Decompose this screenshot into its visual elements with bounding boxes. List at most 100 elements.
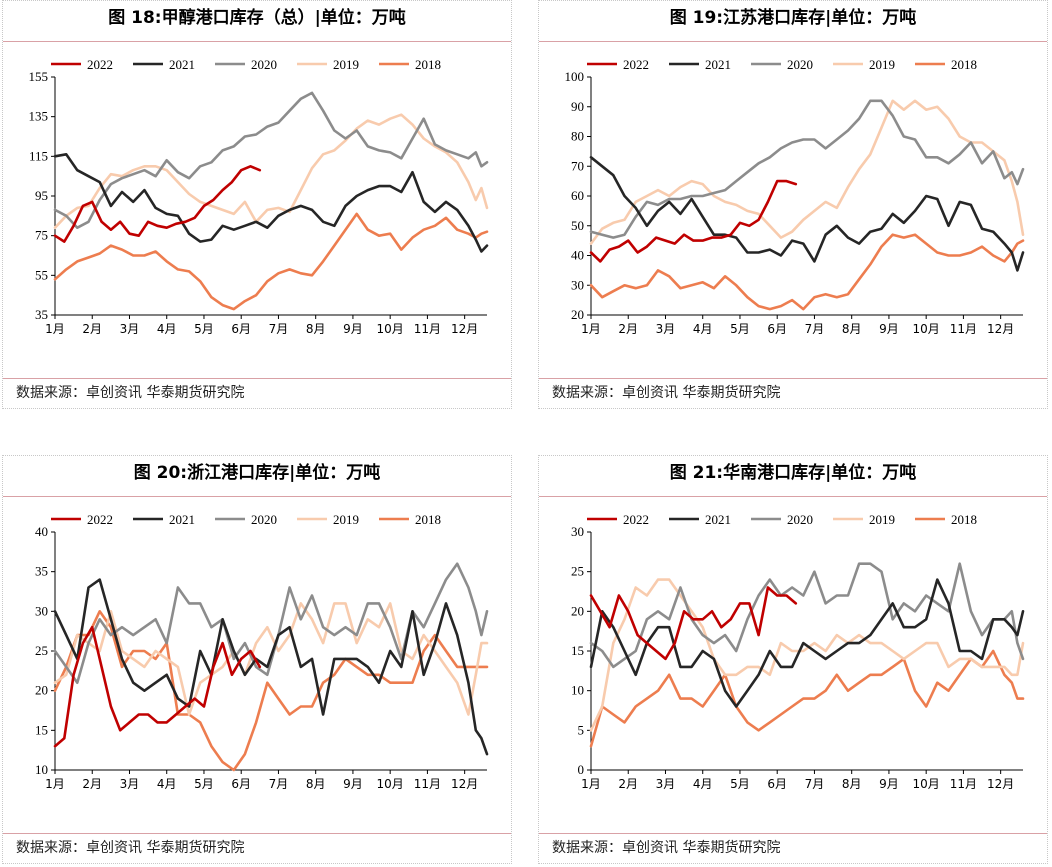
chart-plot: 2022 2021 2020 2019 201810090807060504030201…	[565, 57, 1025, 336]
x-tick-label: 3月	[120, 322, 140, 336]
x-tick-label: 7月	[269, 777, 289, 791]
legend-label-2019: 2019	[333, 57, 359, 72]
source-divider	[3, 833, 511, 834]
x-tick-label: 4月	[157, 322, 177, 336]
y-tick-label: 55	[35, 267, 48, 282]
y-tick-label: 30	[35, 603, 48, 618]
chart-panel-south-china: 图 21:华南港口库存|单位：万吨 2022 2021 2020 2019 2018 30…	[538, 455, 1048, 864]
y-tick-label: 80	[571, 129, 584, 144]
source-note: 数据来源：卓创资讯 华泰期货研究院	[16, 840, 245, 856]
y-tick-label: 15	[571, 643, 584, 658]
series-line-2021	[53, 578, 489, 756]
y-tick-label: 20	[35, 683, 48, 698]
legend-label-2020: 2020	[251, 512, 277, 527]
x-tick-label: 6月	[231, 777, 251, 791]
y-tick-label: 50	[571, 218, 584, 233]
x-tick-label: 1月	[45, 322, 65, 336]
legend-label-2018: 2018	[415, 512, 441, 527]
y-tick-label: 20	[571, 307, 584, 322]
x-tick-label: 6月	[767, 322, 787, 336]
legend-label-2018: 2018	[951, 57, 977, 72]
x-tick-label: 3月	[120, 777, 140, 791]
y-tick-label: 35	[35, 564, 48, 579]
y-tick-label: 20	[571, 603, 584, 618]
legend-label-2019: 2019	[333, 512, 359, 527]
x-tick-label: 2月	[618, 322, 638, 336]
x-tick-label: 1月	[581, 777, 601, 791]
legend-label-2020: 2020	[787, 57, 813, 72]
x-tick-label: 4月	[693, 322, 713, 336]
x-tick-label: 10月	[913, 322, 940, 336]
y-tick-label: 40	[571, 248, 584, 263]
legend-label-2020: 2020	[251, 57, 277, 72]
x-tick-label: 4月	[157, 777, 177, 791]
x-tick-label: 10月	[913, 777, 940, 791]
legend-label-2019: 2019	[869, 57, 895, 72]
chart-title: 图 21:华南港口库存|单位：万吨	[669, 463, 917, 483]
x-tick-label: 7月	[269, 322, 289, 336]
series-line-2020	[589, 99, 1025, 239]
source-note: 数据来源：卓创资讯 华泰期货研究院	[552, 385, 781, 401]
x-tick-label: 7月	[805, 777, 825, 791]
series-line-2018	[589, 649, 1025, 748]
chart-plot: 2022 2021 2020 2019 2018 30 25 20 15 10 5 01月 2月 3月 4月…	[571, 512, 1025, 791]
series-line-2021	[589, 156, 1025, 272]
source-note: 数据来源：卓创资讯 华泰期货研究院	[552, 840, 781, 856]
x-tick-label: 5月	[194, 777, 214, 791]
x-tick-label: 2月	[82, 777, 102, 791]
x-tick-label: 12月	[987, 777, 1014, 791]
x-tick-label: 8月	[306, 322, 326, 336]
x-tick-label: 8月	[842, 322, 862, 336]
chart-title: 图 18:甲醇港口库存（总）|单位：万吨	[108, 8, 406, 28]
legend-label-2020: 2020	[787, 512, 813, 527]
series-line-2018	[53, 212, 489, 311]
y-tick-label: 35	[35, 307, 48, 322]
x-tick-label: 8月	[306, 777, 326, 791]
series-line-2019	[589, 99, 1025, 245]
title-divider	[539, 496, 1047, 497]
x-tick-label: 9月	[343, 322, 363, 336]
x-tick-label: 12月	[451, 322, 478, 336]
y-tick-label: 135	[29, 109, 49, 124]
legend-label-2022: 2022	[87, 512, 113, 527]
x-tick-label: 6月	[767, 777, 787, 791]
legend-label-2022: 2022	[623, 57, 649, 72]
x-tick-label: 1月	[581, 322, 601, 336]
x-tick-label: 11月	[950, 322, 977, 336]
y-tick-label: 10	[571, 683, 584, 698]
x-tick-label: 9月	[879, 777, 899, 791]
y-tick-label: 25	[35, 643, 48, 658]
y-tick-label: 90	[571, 99, 584, 114]
y-tick-label: 60	[571, 188, 584, 203]
x-tick-label: 10月	[377, 777, 404, 791]
x-tick-label: 5月	[194, 322, 214, 336]
x-tick-label: 7月	[805, 322, 825, 336]
chart-panel-methanol-total: 图 18:甲醇港口库存（总）|单位：万吨 2022 2021 2020 2019 201…	[2, 0, 512, 409]
legend-label-2018: 2018	[951, 512, 977, 527]
series-line-2020	[589, 562, 1025, 669]
chart-panel-jiangsu: 图 19:江苏港口库存|单位：万吨 2022 2021 2020 2019 2018 10…	[538, 0, 1048, 409]
legend-label-2022: 2022	[87, 57, 113, 72]
y-tick-label: 10	[35, 762, 48, 777]
title-divider	[3, 41, 511, 42]
x-tick-label: 10月	[377, 322, 404, 336]
series-line-2020	[53, 91, 489, 229]
source-divider	[539, 833, 1047, 834]
source-note: 数据来源：卓创资讯 华泰期货研究院	[16, 385, 245, 401]
series-line-2021	[589, 578, 1025, 708]
series-line-2022	[589, 179, 798, 263]
legend-label-2021: 2021	[169, 57, 195, 72]
series-line-2019	[53, 602, 489, 716]
series-line-2022	[53, 625, 262, 748]
series-line-2019	[589, 578, 1025, 732]
x-tick-label: 11月	[950, 777, 977, 791]
x-tick-label: 11月	[414, 322, 441, 336]
x-tick-label: 6月	[231, 322, 251, 336]
chart-title: 图 20:浙江港口库存|单位：万吨	[133, 463, 381, 483]
x-tick-label: 3月	[656, 777, 676, 791]
y-tick-label: 40	[35, 524, 48, 539]
x-tick-label: 9月	[343, 777, 363, 791]
y-tick-label: 155	[29, 69, 49, 84]
legend-label-2022: 2022	[623, 512, 649, 527]
